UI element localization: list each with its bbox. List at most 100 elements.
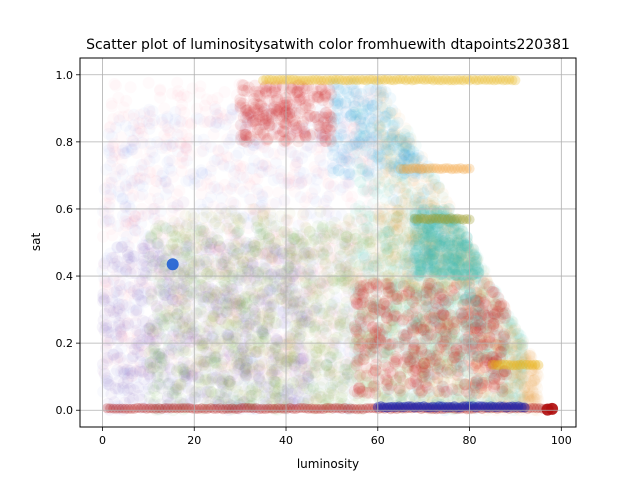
scatter-point (272, 349, 285, 361)
scatter-point (118, 396, 131, 409)
scatter-point (284, 237, 297, 250)
scatter-point (378, 370, 391, 382)
scatter-point (246, 303, 259, 316)
scatter-point (177, 356, 190, 369)
scatter-point (231, 385, 244, 398)
scatter-point (291, 375, 304, 387)
scatter-point (204, 243, 217, 256)
scatter-point (270, 333, 282, 345)
scatter-point (97, 291, 110, 304)
scatter-point (281, 351, 294, 364)
scatter-point (230, 281, 243, 294)
scatter-point (294, 342, 307, 355)
scatter-point (187, 325, 200, 338)
scatter-point (208, 350, 221, 363)
scatter-point (187, 287, 200, 300)
scatter-point (200, 237, 213, 250)
scatter-point (156, 249, 169, 262)
scatter-point (345, 321, 358, 334)
scatter-point (109, 382, 122, 395)
scatter-point (103, 301, 116, 314)
scatter-point (178, 370, 191, 383)
scatter-point (267, 375, 280, 387)
scatter-point (174, 269, 187, 282)
scatter-point (180, 369, 193, 382)
scatter-point (201, 355, 213, 368)
scatter-point (297, 377, 310, 389)
scatter-point (180, 371, 193, 384)
scatter-point (171, 291, 184, 304)
scatter-point (205, 236, 218, 249)
scatter-point (193, 284, 206, 297)
scatter-point (239, 367, 252, 380)
scatter-point (166, 238, 178, 251)
scatter-point (151, 225, 164, 238)
scatter-point (136, 242, 149, 255)
scatter-point (137, 180, 149, 192)
scatter-point (298, 271, 311, 284)
scatter-point (212, 209, 225, 222)
scatter-point (183, 360, 196, 372)
scatter-point (163, 288, 176, 300)
scatter-point (213, 268, 226, 280)
scatter-point (270, 280, 283, 293)
scatter-point (294, 353, 307, 366)
scatter-point (229, 176, 241, 188)
scatter-point (256, 326, 269, 339)
scatter-point (222, 329, 235, 342)
scatter-point (123, 258, 136, 271)
scatter-point (261, 245, 274, 258)
scatter-point (301, 285, 313, 298)
scatter-point (254, 293, 267, 306)
scatter-point (147, 250, 160, 263)
scatter-point (273, 274, 286, 287)
scatter-point (290, 253, 303, 266)
scatter-point (216, 306, 229, 319)
scatter-point (145, 138, 157, 150)
scatter-point (278, 317, 291, 329)
scatter-point (220, 119, 232, 131)
scatter-point (268, 242, 281, 255)
scatter-point (156, 347, 169, 360)
scatter-point (167, 243, 180, 256)
scatter-point (259, 262, 272, 275)
scatter-point (112, 302, 125, 315)
scatter-point (306, 289, 319, 302)
scatter-point (265, 339, 278, 352)
scatter-point (157, 167, 169, 179)
scatter-point (285, 310, 298, 323)
scatter-point (241, 354, 254, 367)
scatter-point (302, 394, 315, 407)
scatter-point (246, 383, 259, 396)
scatter-point (380, 278, 393, 291)
scatter-point (263, 251, 276, 264)
scatter-point (431, 230, 444, 243)
scatter-point (218, 369, 231, 382)
scatter-point (291, 338, 304, 351)
scatter-point (159, 286, 172, 299)
scatter-point (104, 379, 116, 392)
scatter-point (394, 389, 407, 401)
scatter-point (111, 352, 123, 365)
scatter-point (284, 249, 297, 262)
scatter-point (103, 403, 116, 416)
scatter-point (144, 371, 157, 384)
scatter-point (151, 302, 163, 315)
scatter-point (154, 284, 167, 297)
scatter-point (147, 342, 160, 355)
scatter-point (207, 293, 220, 306)
scatter-point (264, 283, 276, 296)
scatter-point (298, 315, 311, 328)
scatter-point (150, 322, 163, 335)
scatter-point (294, 376, 307, 389)
scatter-point (278, 226, 291, 239)
scatter-point (227, 254, 240, 267)
scatter-point (209, 352, 222, 365)
scatter-point (247, 163, 259, 175)
scatter-point (143, 322, 156, 335)
scatter-point (114, 323, 127, 336)
scatter-point (248, 272, 261, 285)
scatter-point (219, 392, 231, 405)
scatter-point (138, 266, 150, 279)
scatter-point (218, 284, 231, 297)
